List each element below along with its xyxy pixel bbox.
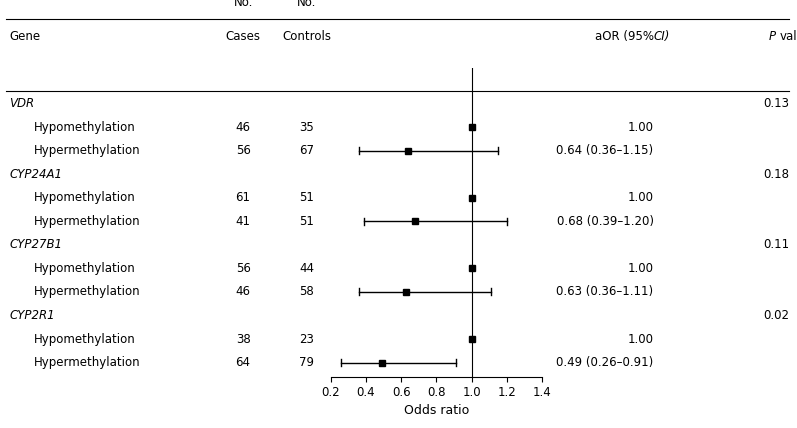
Text: 0.02: 0.02 (763, 309, 789, 322)
Text: 56: 56 (236, 144, 250, 158)
Text: CYP2R1: CYP2R1 (10, 309, 55, 322)
Text: 1.00: 1.00 (627, 191, 654, 204)
Text: 0.49 (0.26–0.91): 0.49 (0.26–0.91) (556, 356, 654, 369)
Text: 1.00: 1.00 (627, 262, 654, 275)
Text: 44: 44 (300, 262, 314, 275)
Text: Hypermethylation: Hypermethylation (33, 356, 140, 369)
Text: Hypermethylation: Hypermethylation (33, 215, 140, 228)
Text: Controls: Controls (282, 30, 332, 43)
Text: No.: No. (297, 0, 316, 9)
Text: 67: 67 (300, 144, 314, 158)
Text: 1.00: 1.00 (627, 333, 654, 345)
Text: CYP27B1: CYP27B1 (10, 238, 62, 251)
Text: 61: 61 (236, 191, 250, 204)
Text: 23: 23 (300, 333, 314, 345)
Text: 46: 46 (236, 121, 250, 134)
Text: 0.68 (0.39–1.20): 0.68 (0.39–1.20) (556, 215, 654, 228)
Text: 0.63 (0.36–1.11): 0.63 (0.36–1.11) (556, 285, 654, 298)
Text: 38: 38 (236, 333, 250, 345)
Text: 46: 46 (236, 285, 250, 298)
Text: Hypomethylation: Hypomethylation (33, 191, 135, 204)
Text: CYP24A1: CYP24A1 (10, 168, 62, 181)
Text: Hypomethylation: Hypomethylation (33, 333, 135, 345)
Text: Hypermethylation: Hypermethylation (33, 144, 140, 158)
Text: P: P (769, 30, 776, 43)
Text: Cases: Cases (226, 30, 261, 43)
Text: 0.13: 0.13 (763, 97, 789, 110)
Text: No.: No. (234, 0, 253, 9)
Text: 41: 41 (236, 215, 250, 228)
Text: 56: 56 (236, 262, 250, 275)
Text: Hypomethylation: Hypomethylation (33, 262, 135, 275)
Text: Hypomethylation: Hypomethylation (33, 121, 135, 134)
Text: 0.11: 0.11 (763, 238, 789, 251)
Text: 1.00: 1.00 (627, 121, 654, 134)
Text: 0.64 (0.36–1.15): 0.64 (0.36–1.15) (556, 144, 654, 158)
Text: CI): CI) (654, 30, 670, 43)
Text: 51: 51 (300, 215, 314, 228)
Text: 0.18: 0.18 (763, 168, 789, 181)
Text: value: value (779, 30, 797, 43)
Text: Gene: Gene (10, 30, 41, 43)
Text: 64: 64 (236, 356, 250, 369)
Text: Hypermethylation: Hypermethylation (33, 285, 140, 298)
Text: 51: 51 (300, 191, 314, 204)
X-axis label: Odds ratio: Odds ratio (404, 404, 469, 416)
Text: 35: 35 (300, 121, 314, 134)
Text: 79: 79 (300, 356, 314, 369)
Text: VDR: VDR (10, 97, 35, 110)
Text: 58: 58 (300, 285, 314, 298)
Text: aOR (95%: aOR (95% (595, 30, 654, 43)
